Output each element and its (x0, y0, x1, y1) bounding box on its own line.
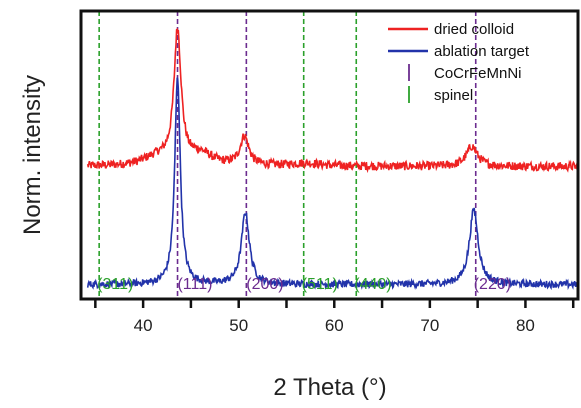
plot-frame (79, 9, 580, 301)
legend-label-1: ablation target (434, 43, 530, 60)
x-tick-label-60: 60 (325, 316, 344, 335)
x-tick-label-70: 70 (420, 316, 439, 335)
y-axis-title: Norm. intensity (19, 75, 46, 235)
series-line-ablation-target (86, 77, 579, 291)
series-line-dried-colloid (86, 27, 579, 174)
plane-label-4: (440) (354, 276, 391, 293)
x-tick-label-80: 80 (516, 316, 535, 335)
plane-label-1: (111) (177, 276, 212, 293)
plane-label-2: (200) (246, 276, 283, 293)
plane-label-5: (220) (474, 276, 511, 293)
x-tick-label-40: 40 (134, 316, 153, 335)
plane-label-3: (511) (302, 276, 338, 293)
legend-label-3: spinel (434, 87, 473, 104)
x-axis-title: 2 Theta (°) (273, 374, 386, 401)
x-tick-label-50: 50 (229, 316, 248, 335)
legend: dried colloid ablation target CoCrFeMnNi sp… (388, 21, 530, 104)
legend-label-0: dried colloid (434, 21, 514, 38)
plane-label-0: (311) (97, 276, 133, 293)
legend-label-2: CoCrFeMnNi (434, 65, 522, 82)
